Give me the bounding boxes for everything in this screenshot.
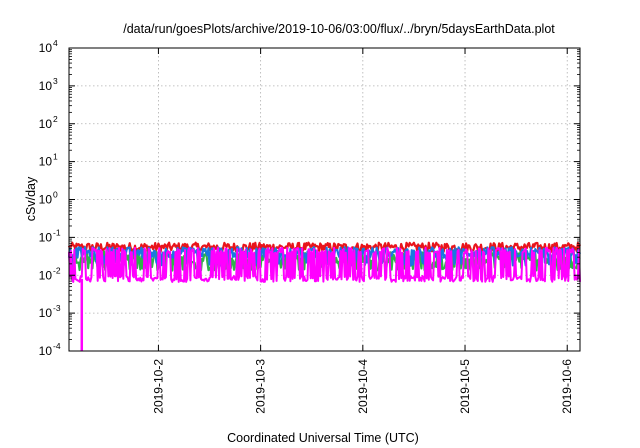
x-axis-label: Coordinated Universal Time (UTC)	[227, 431, 419, 445]
y-tick-exponent: -2	[53, 265, 61, 275]
x-tick-label: 2019-10-2	[151, 359, 165, 414]
y-tick-label: 10	[39, 155, 53, 169]
y-tick-exponent: 2	[53, 114, 58, 124]
y-tick-exponent: 3	[53, 76, 58, 86]
y-tick-exponent: -1	[53, 227, 61, 237]
y-tick-label: 10	[39, 230, 53, 244]
y-tick-label: 10	[39, 306, 53, 320]
y-tick-label: 10	[39, 117, 53, 131]
x-tick-label: 2019-10-4	[356, 359, 370, 414]
y-tick-exponent: 1	[53, 152, 58, 162]
y-axis-label: cSv/day	[24, 176, 38, 221]
series-group	[67, 241, 582, 351]
y-tick-exponent: 0	[53, 190, 58, 200]
y-tick-label: 10	[39, 193, 53, 207]
grid	[69, 48, 580, 351]
chart-title: /data/run/goesPlots/archive/2019-10-06/0…	[123, 22, 555, 36]
y-tick-label: 10	[39, 268, 53, 282]
y-tick-exponent: -3	[53, 303, 61, 313]
series-line-1	[67, 241, 582, 253]
y-tick-label: 10	[39, 41, 53, 55]
series-line-4	[68, 246, 581, 283]
y-tick-exponent: -4	[53, 341, 61, 351]
x-tick-label: 2019-10-5	[458, 359, 472, 414]
y-tick-label: 10	[39, 79, 53, 93]
y-tick-label: 10	[39, 344, 53, 358]
x-tick-label: 2019-10-3	[254, 359, 268, 414]
x-tick-label: 2019-10-6	[560, 359, 574, 414]
y-tick-exponent: 4	[53, 38, 58, 48]
